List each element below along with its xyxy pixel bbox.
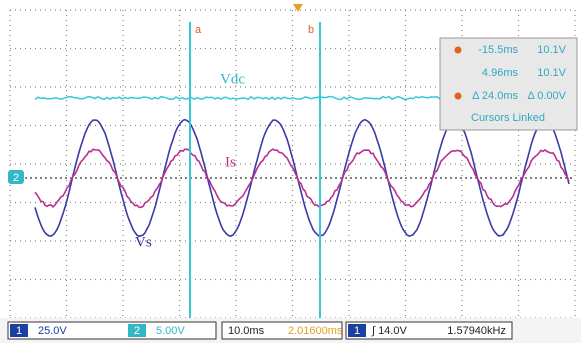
ch2-badge-text: 2 xyxy=(134,325,140,337)
vdc-label: Vdc xyxy=(220,71,245,87)
ch1-scale: 25.0V xyxy=(38,325,67,337)
cursor-value: 10.1V xyxy=(537,67,566,79)
delay: 2.01600ms xyxy=(288,325,343,337)
ch2-marker-text: 2 xyxy=(13,172,19,184)
cursor-box: -15.5ms 10.1V 4.96ms 10.1V Δ 24.0ms Δ 0.… xyxy=(440,38,577,130)
cursor-icon xyxy=(455,47,462,54)
ch2-scale: 5.00V xyxy=(156,325,185,337)
cursor-value: Δ 24.0ms xyxy=(472,90,518,102)
cursor-value: -15.5ms xyxy=(478,44,518,56)
ch1-badge-text: 1 xyxy=(16,325,22,337)
is-label: Is xyxy=(225,154,236,170)
frequency: 1.57940kHz xyxy=(447,325,506,337)
cursor-b-marker: b xyxy=(308,24,314,36)
cursor-a-marker: a xyxy=(195,24,202,36)
oscilloscope-screen: a b Vdc Is Vs 2 -15.5ms 10.1V 4.96ms 10.… xyxy=(0,0,581,343)
cursor-value: 4.96ms xyxy=(482,67,519,79)
trig-badge-text: 1 xyxy=(354,325,360,337)
cursor-value: 10.1V xyxy=(537,44,566,56)
cursor-status: Cursors Linked xyxy=(471,112,545,124)
trigger-level: ∫ 14.0V xyxy=(371,325,407,337)
cursor-icon xyxy=(455,93,462,100)
status-bar: 1 25.0V 2 5.00V 10.0ms 2.01600ms 1 ∫ 14.… xyxy=(0,318,581,343)
cursor-value: Δ 0.00V xyxy=(527,90,566,102)
vs-label: Vs xyxy=(135,234,152,250)
timebase: 10.0ms xyxy=(228,325,265,337)
